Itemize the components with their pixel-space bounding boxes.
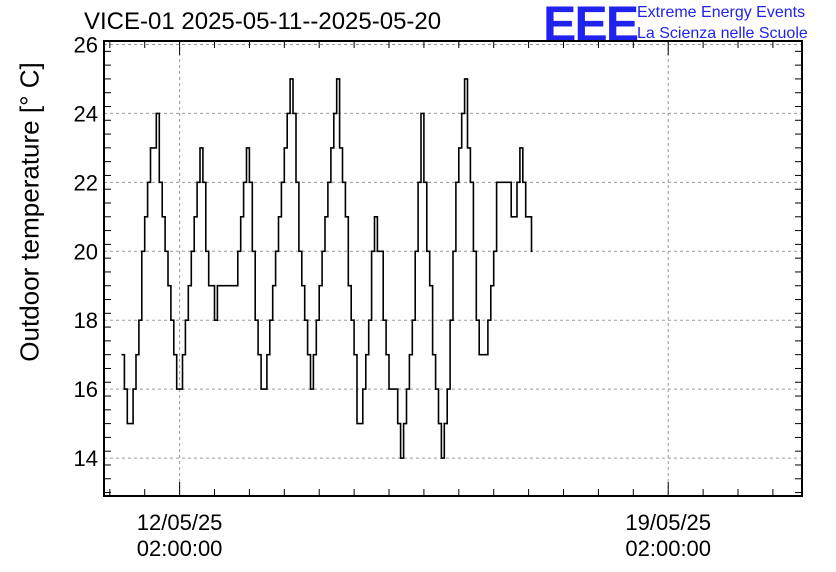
x-tick-label-time-1: 02:00:00	[625, 536, 711, 561]
axes	[103, 40, 803, 497]
eee-logo-line-2: La Scienza nelle Scuole	[637, 25, 808, 42]
x-tick-label-time-0: 02:00:00	[137, 536, 223, 561]
plot-frame	[103, 40, 803, 497]
y-tick-label-22: 22	[74, 170, 98, 195]
x-tick-label-date-0: 12/05/25	[137, 510, 223, 535]
x-tick-label-date-1: 19/05/25	[625, 510, 711, 535]
chart-title: VICE-01 2025-05-11--2025-05-20	[84, 8, 442, 35]
y-tick-label-18: 18	[74, 308, 98, 333]
eee-logo-mark: EEE	[543, 0, 639, 52]
y-tick-label-26: 26	[74, 32, 98, 57]
y-tick-label-16: 16	[74, 377, 98, 402]
y-tick-label-14: 14	[74, 446, 98, 471]
y-tick-label-20: 20	[74, 239, 98, 264]
tick-labels: 1416182022242612/05/2502:00:0019/05/2502…	[74, 32, 712, 561]
tick-marks	[104, 41, 802, 496]
series-line-0	[121, 78, 533, 459]
plot-series	[121, 78, 533, 459]
y-tick-label-24: 24	[74, 101, 98, 126]
eee-logo-line-1: Extreme Energy Events	[637, 4, 806, 21]
